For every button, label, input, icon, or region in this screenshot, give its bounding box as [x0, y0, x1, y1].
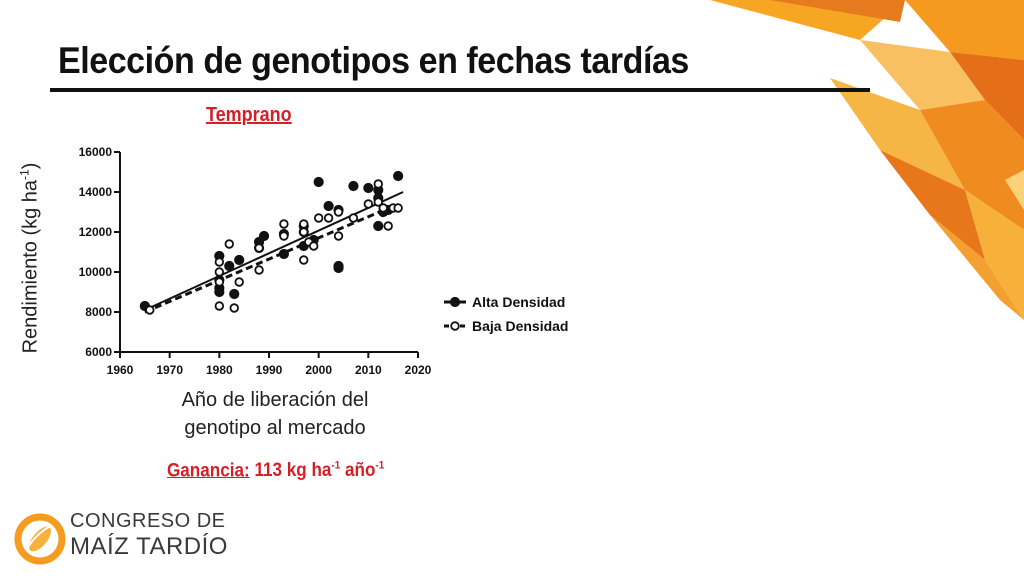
point-baja-densidad — [214, 277, 225, 287]
point-alta-densidad — [214, 286, 225, 298]
point-baja-densidad — [333, 231, 344, 241]
point-alta-densidad — [323, 200, 334, 212]
point-baja-densidad — [214, 267, 225, 277]
y-tick-label: 10000 — [79, 265, 113, 279]
point-baja-densidad — [299, 255, 309, 265]
point-baja-densidad — [234, 277, 244, 287]
trend-line-baja — [144, 202, 399, 314]
slide-title: Elección de genotipos en fechas tardías — [58, 40, 689, 81]
chart-heading: Temprano — [206, 104, 292, 126]
gain-statement: Ganancia: 113 kg ha-1 año-1 — [167, 460, 384, 482]
x-tick-label: 2020 — [405, 363, 432, 377]
point-alta-densidad — [333, 260, 344, 272]
point-alta-densidad — [373, 220, 384, 232]
gain-amount: 113 kg ha — [254, 460, 332, 482]
x-axis-label: Año de liberación del genotipo al mercad… — [181, 389, 369, 439]
y-tick-label: 14000 — [79, 185, 113, 199]
gain-sup-2: -1 — [375, 460, 385, 472]
x-tick-label: 1990 — [256, 363, 283, 377]
x-tick-label: 1980 — [206, 363, 233, 377]
x-tick-label: 2000 — [305, 363, 332, 377]
point-baja-densidad — [279, 231, 289, 241]
point-baja-densidad — [299, 227, 309, 237]
point-alta-densidad — [348, 180, 359, 192]
point-baja-densidad — [383, 221, 393, 231]
point-baja-densidad — [224, 239, 234, 249]
point-baja-densidad — [299, 219, 309, 229]
point-baja-densidad — [229, 303, 239, 313]
point-baja-densidad — [214, 257, 225, 267]
point-baja-densidad — [323, 213, 334, 223]
point-baja-densidad — [309, 241, 319, 251]
point-baja-densidad — [254, 265, 264, 275]
trend-line-alta — [144, 191, 404, 311]
logo-text: CONGRESO DE MAÍZ TARDÍO — [70, 508, 228, 560]
title-underline — [50, 88, 870, 92]
point-alta-densidad — [393, 170, 404, 182]
legend-label-alta: Alta Densidad — [472, 294, 565, 310]
point-baja-densidad — [214, 301, 225, 311]
point-baja-densidad — [348, 213, 359, 223]
y-tick-label: 8000 — [85, 305, 112, 319]
point-alta-densidad — [363, 182, 374, 194]
y-tick-label: 12000 — [79, 225, 113, 239]
logo-line-1: CONGRESO DE — [70, 510, 226, 532]
gain-unit: año — [340, 460, 376, 482]
legend-marker-alta — [449, 296, 461, 308]
point-alta-densidad — [258, 230, 270, 242]
y-tick-label: 6000 — [85, 345, 112, 359]
legend-label-baja: Baja Densidad — [472, 318, 568, 334]
point-baja-densidad — [333, 207, 344, 217]
x-tick-label: 2010 — [355, 363, 382, 377]
point-alta-densidad — [313, 176, 324, 188]
point-baja-densidad — [373, 197, 383, 207]
point-baja-densidad — [393, 203, 403, 213]
point-baja-densidad — [145, 305, 155, 315]
gain-label: Ganancia: — [167, 460, 250, 482]
gain-sup-1: -1 — [331, 460, 341, 472]
point-baja-densidad — [313, 213, 324, 223]
point-alta-densidad — [278, 248, 289, 260]
point-baja-densidad — [373, 179, 383, 189]
corn-logo-icon — [14, 513, 66, 565]
point-baja-densidad — [279, 219, 289, 229]
legend-marker-baja — [450, 321, 460, 331]
x-tick-label: 1970 — [156, 363, 183, 377]
logo-line-2: MAÍZ TARDÍO — [70, 533, 228, 560]
x-tick-label: 1960 — [107, 363, 134, 377]
point-baja-densidad — [363, 199, 374, 209]
y-tick-label: 16000 — [79, 145, 113, 159]
point-alta-densidad — [229, 288, 240, 300]
point-alta-densidad — [224, 260, 235, 272]
gain-value: 113 kg ha-1 año-1 — [254, 460, 384, 481]
point-baja-densidad — [254, 243, 264, 253]
point-alta-densidad — [234, 254, 245, 266]
point-baja-densidad — [378, 203, 388, 213]
